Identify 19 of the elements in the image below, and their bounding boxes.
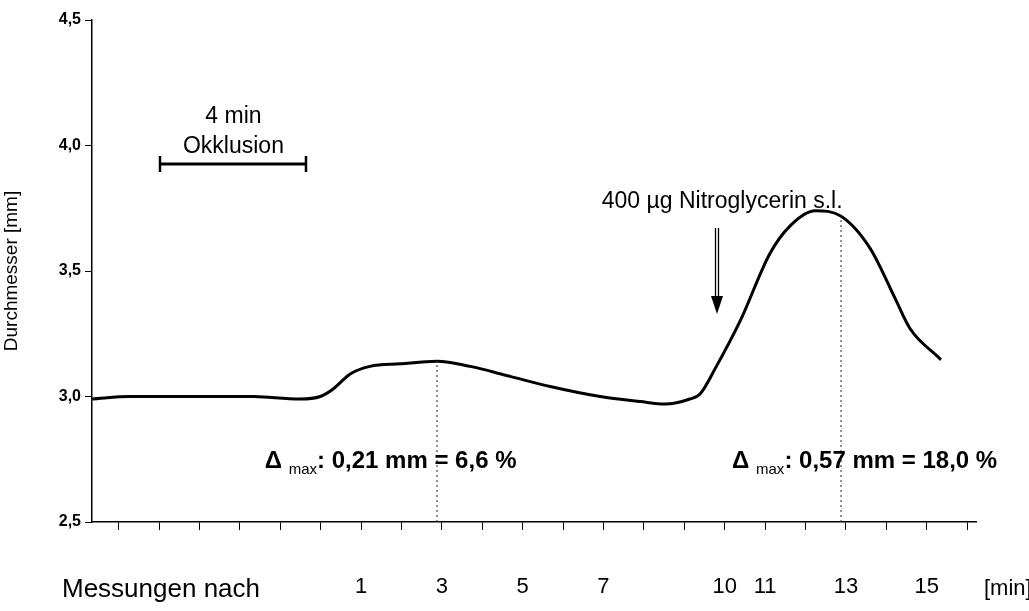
y-tick-label: 3,5 <box>58 261 82 279</box>
annotation: Δ $_{max}$: 0,57 mm = 18,0 % <box>732 446 998 478</box>
x-tick-label: 10 <box>712 573 737 599</box>
y-tick-label: 4,5 <box>58 10 82 28</box>
y-axis-title: Durchmesser [mm] <box>0 190 21 352</box>
x-tick-label: 5 <box>516 573 529 599</box>
x-tick-label: 11 <box>753 573 777 599</box>
annotation: 4 min Okklusion <box>181 101 285 161</box>
y-tick-label: 3,0 <box>58 386 82 404</box>
x-axis-title: Messungen nach <box>62 572 261 604</box>
annotation: Δ $_{max}$: 0,21 mm = 6,6 % <box>264 446 517 478</box>
annotation: 400 µg Nitroglycerin s.l. <box>601 187 843 215</box>
x-tick-label: 7 <box>597 573 610 599</box>
x-tick-label: 15 <box>914 573 939 599</box>
y-tick-label: 4,0 <box>58 135 82 153</box>
x-tick-label: 3 <box>435 573 449 599</box>
x-tick-label: 1 <box>354 573 368 599</box>
y-tick-label: 2,5 <box>58 512 82 530</box>
x-tick-label: 13 <box>833 573 859 599</box>
